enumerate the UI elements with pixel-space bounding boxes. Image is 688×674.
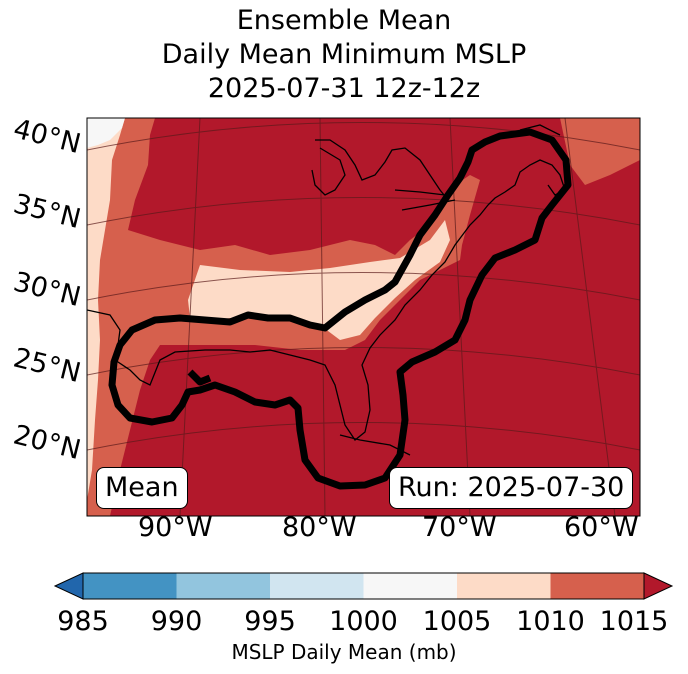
- fill-mid-east: [560, 118, 640, 185]
- mean-label-box: Mean: [96, 467, 188, 509]
- colorbar-tick-995: 995: [244, 606, 296, 637]
- title-line-1: Ensemble Mean: [236, 5, 452, 36]
- colorbar: [53, 572, 674, 600]
- run-label-box: Run: 2025-07-30: [389, 467, 634, 509]
- colorbar-tick-1015: 1015: [599, 606, 669, 637]
- colorbar-tick-990: 990: [150, 606, 203, 637]
- colorbar-tick-985: 985: [57, 606, 109, 637]
- lon-label-60w: 60°W: [564, 512, 639, 543]
- map-panel: [86, 117, 641, 517]
- mslp-contour: [108, 128, 572, 490]
- colorbar-tick-1000: 1000: [329, 606, 398, 637]
- colorbar-bin-1005-1010: [457, 573, 551, 599]
- colorbar-max-extend: [643, 572, 674, 600]
- fill-light-inner: [188, 220, 450, 340]
- colorbar-bin-1010-1015: [550, 573, 644, 599]
- fill-light-west: [87, 118, 125, 500]
- map-frame: [86, 117, 641, 517]
- colorbar-min-extend: [53, 572, 84, 600]
- title-line-2: Daily Mean Minimum MSLP: [161, 39, 527, 70]
- colorbar-bin-985-990: [83, 573, 177, 599]
- title-line-3: 2025-07-31 12z-12z: [207, 73, 481, 104]
- lon-label-70w: 70°W: [422, 512, 497, 543]
- fill-white-corner: [87, 118, 125, 148]
- mslp-contour-inner: [187, 369, 212, 386]
- map-fill-layer: [87, 118, 640, 516]
- chart-title: Ensemble Mean Daily Mean Minimum MSLP 20…: [0, 4, 688, 106]
- colorbar-bin-1000-1005: [363, 573, 457, 599]
- colorbar-bin-995-1000: [270, 573, 364, 599]
- lon-label-80w: 80°W: [282, 512, 357, 543]
- colorbar-bin-990-995: [176, 573, 270, 599]
- colorbar-label: MSLP Daily Mean (mb): [231, 640, 457, 664]
- colorbar-frame: [82, 572, 645, 600]
- colorbar-tick-1010: 1010: [516, 606, 585, 637]
- lon-label-90w: 90°W: [138, 512, 213, 543]
- colorbar-tick-1005: 1005: [422, 606, 492, 637]
